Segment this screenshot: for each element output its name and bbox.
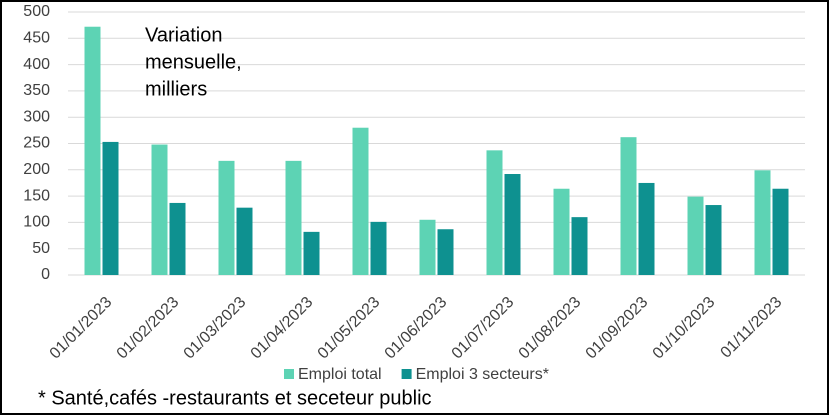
legend-swatch	[401, 369, 412, 379]
bar	[772, 188, 789, 275]
bar	[84, 26, 101, 276]
legend-swatch	[284, 369, 294, 379]
bar	[370, 221, 387, 275]
y-tick-label: 450	[23, 30, 50, 47]
footnote: * Santé,cafés -restaurants et seceteur p…	[38, 387, 432, 409]
y-tick-label: 0	[41, 266, 50, 283]
bar	[102, 141, 119, 275]
annotation: mensuelle,	[145, 51, 242, 73]
y-tick-label: 350	[23, 82, 50, 99]
bar	[638, 182, 655, 275]
bar	[437, 229, 454, 275]
y-tick-label: 200	[23, 161, 50, 178]
bar	[705, 205, 722, 275]
bar	[687, 196, 704, 275]
bar	[571, 217, 588, 275]
y-tick-label: 500	[23, 3, 50, 20]
bar	[285, 160, 302, 275]
y-tick-label: 150	[23, 187, 50, 204]
annotation: milliers	[145, 78, 207, 100]
annotation: Variation	[145, 24, 222, 46]
bar	[754, 170, 771, 275]
bar	[620, 137, 637, 275]
bar	[504, 174, 521, 275]
legend-label: Emploi 3 secteurs*	[416, 366, 549, 383]
bar	[303, 231, 320, 275]
bar	[352, 127, 369, 275]
bar	[169, 202, 186, 275]
bar	[486, 150, 503, 275]
bar	[218, 160, 235, 275]
bar	[553, 188, 570, 275]
y-tick-label: 250	[23, 135, 50, 152]
y-tick-label: 300	[23, 108, 50, 125]
bar	[236, 207, 253, 275]
bar	[151, 144, 168, 275]
legend-label: Emploi total	[298, 366, 382, 383]
bar	[419, 219, 436, 275]
y-tick-label: 50	[32, 240, 50, 257]
y-tick-label: 400	[23, 56, 50, 73]
y-tick-label: 100	[23, 214, 50, 231]
